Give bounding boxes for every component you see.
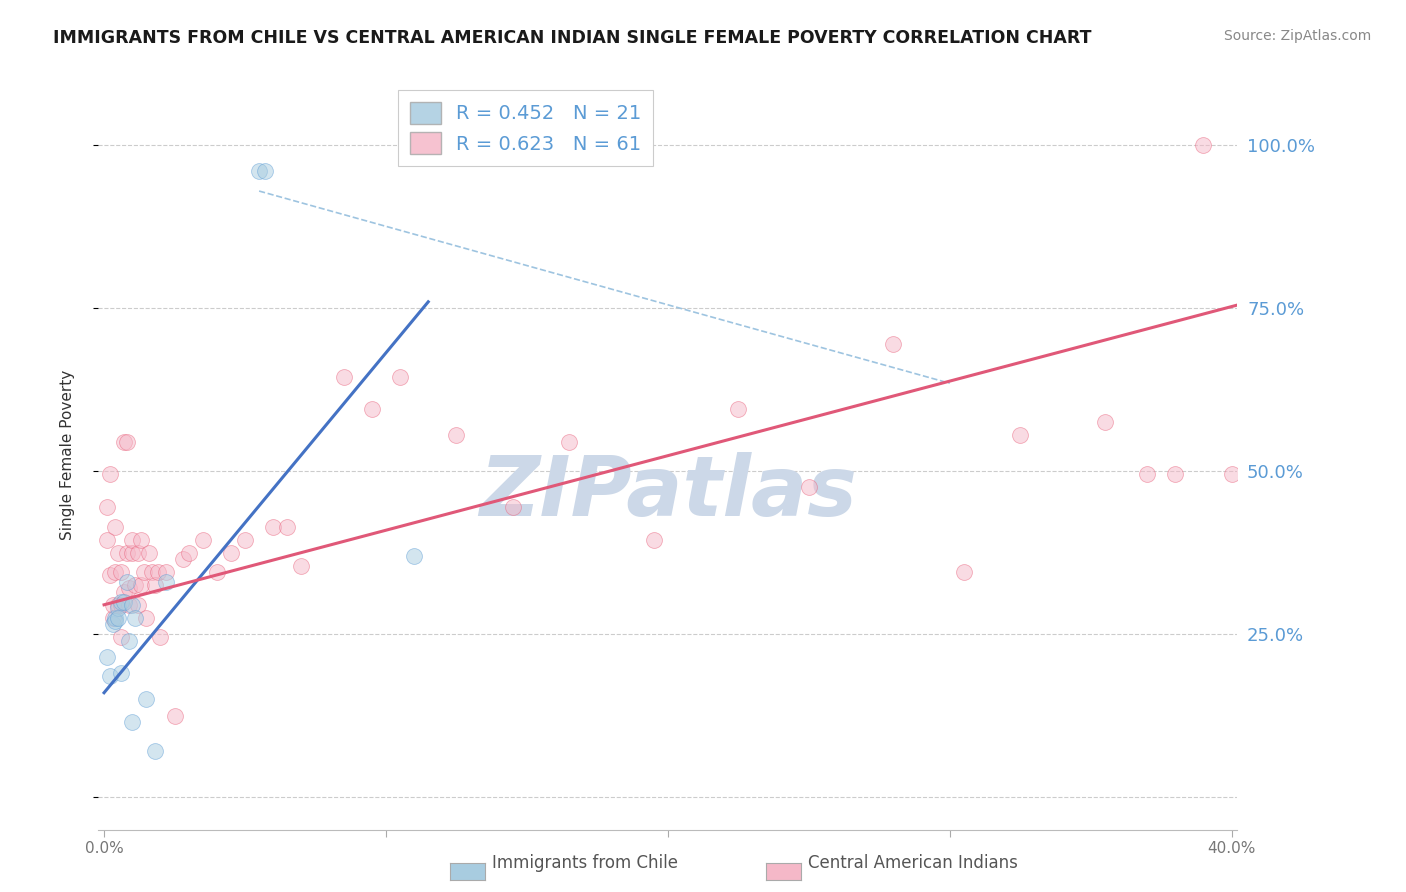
Point (118, 633, 141, 648)
Point (882, 337, 904, 351)
Point (332, 369, 354, 384)
Text: IMMIGRANTS FROM CHILE VS CENTRAL AMERICAN INDIAN SINGLE FEMALE POVERTY CORRELATI: IMMIGRANTS FROM CHILE VS CENTRAL AMERICA… (53, 29, 1092, 47)
Point (115, 574, 138, 589)
Point (276, 519, 298, 533)
Point (115, 434, 138, 449)
Point (1164, 467, 1187, 482)
Point (101, 611, 124, 625)
Point (110, 631, 132, 645)
Point (101, 598, 124, 612)
Point (446, 428, 468, 442)
Point (121, 714, 143, 729)
Point (404, 549, 426, 563)
Point (135, 692, 157, 706)
Point (112, 584, 135, 599)
Point (1136, 467, 1159, 482)
Point (96, 533, 118, 547)
Point (146, 565, 169, 579)
Point (107, 598, 129, 612)
Point (360, 402, 382, 417)
Point (1192, 138, 1215, 153)
Y-axis label: Single Female Poverty: Single Female Poverty (60, 370, 75, 540)
Point (121, 546, 143, 560)
Point (253, 164, 276, 178)
Point (290, 558, 312, 573)
Point (558, 434, 581, 449)
Point (107, 611, 129, 625)
Point (104, 614, 127, 628)
Point (219, 546, 242, 560)
Point (101, 617, 124, 632)
Point (121, 533, 143, 547)
Point (155, 565, 177, 579)
Point (129, 533, 152, 547)
Point (163, 708, 186, 723)
Point (205, 565, 228, 579)
Point (1010, 428, 1032, 442)
Point (104, 519, 127, 533)
Point (1094, 415, 1116, 429)
Point (104, 611, 127, 625)
Text: Source: ZipAtlas.com: Source: ZipAtlas.com (1223, 29, 1371, 44)
Point (118, 598, 141, 612)
Point (141, 565, 163, 579)
Legend: R = 0.452   N = 21, R = 0.623   N = 61: R = 0.452 N = 21, R = 0.623 N = 61 (398, 90, 654, 166)
Point (124, 578, 146, 592)
Point (138, 546, 160, 560)
Point (107, 546, 129, 560)
Point (191, 533, 214, 547)
Point (124, 611, 146, 625)
Point (112, 594, 135, 608)
Point (247, 164, 270, 178)
Point (172, 552, 194, 566)
Point (177, 546, 200, 560)
Point (110, 666, 132, 681)
Point (953, 565, 976, 579)
Point (115, 546, 138, 560)
Point (110, 594, 132, 608)
Text: Immigrants from Chile: Immigrants from Chile (492, 855, 678, 872)
Point (797, 481, 820, 495)
Point (502, 500, 524, 514)
Point (104, 565, 127, 579)
Point (96, 500, 118, 514)
Point (389, 369, 412, 384)
Point (149, 631, 172, 645)
Point (112, 434, 135, 449)
Point (1220, 467, 1243, 482)
Point (121, 598, 143, 612)
Point (129, 578, 152, 592)
Point (132, 565, 155, 579)
Text: ZIPatlas: ZIPatlas (479, 452, 856, 533)
Point (727, 402, 749, 417)
Point (135, 611, 157, 625)
Point (107, 601, 129, 615)
Point (143, 744, 166, 758)
Point (98, 669, 121, 683)
Point (643, 533, 665, 547)
Point (262, 519, 284, 533)
Point (110, 598, 132, 612)
Point (110, 565, 132, 579)
Point (155, 574, 177, 589)
Point (233, 533, 256, 547)
Point (118, 582, 141, 596)
Point (127, 598, 149, 612)
Text: Central American Indians: Central American Indians (808, 855, 1018, 872)
Point (98, 467, 121, 482)
Point (127, 546, 149, 560)
Point (98, 568, 121, 582)
Point (96, 649, 118, 664)
Point (143, 578, 166, 592)
